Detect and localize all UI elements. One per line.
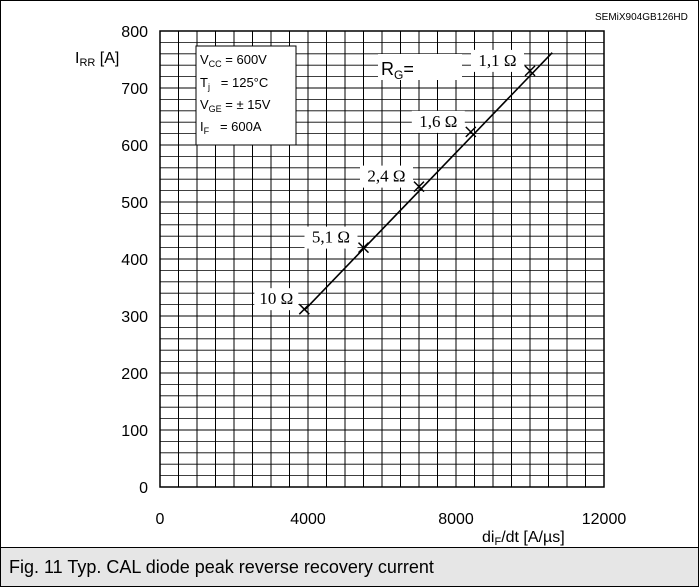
point-marker (413, 181, 425, 193)
x-tick-label: 4000 (290, 511, 326, 528)
point-label-bg (304, 226, 358, 249)
x-tick-label: 8000 (438, 511, 474, 528)
point-label: 10 Ω (259, 289, 293, 308)
part-number: SEMiX904GB126HD (595, 12, 688, 23)
x-tick-label: 0 (156, 511, 165, 528)
point-marker (357, 242, 370, 254)
y-tick-label: 400 (121, 252, 148, 269)
y-tick-label: 200 (121, 366, 148, 383)
point-label-bg (360, 165, 413, 188)
condition-tj: Tj = 125°C (200, 75, 268, 92)
point-marker (298, 303, 310, 315)
y-tick-label: 600 (121, 138, 148, 155)
point-label: 2,4 Ω (367, 167, 405, 186)
condition-vge: VGE = ± 15V (200, 97, 271, 114)
y-tick-label: 100 (121, 423, 148, 440)
rg-header: RG= (381, 59, 414, 82)
series-line (303, 52, 553, 311)
point-label: 1,1 Ω (478, 51, 516, 70)
conditions-box: VCC = 600V Tj = 125°C VGE = ± 15V IF = 6… (195, 45, 297, 146)
point-label: 1,6 Ω (419, 112, 457, 131)
x-axis-label: diF/dt [A/µs] (482, 529, 565, 547)
figure-caption: Fig. 11 Typ. CAL diode peak reverse reco… (1, 547, 698, 586)
point-label-bg (254, 288, 299, 311)
point-label: 5,1 Ω (312, 228, 350, 247)
y-tick-label: 300 (121, 309, 148, 326)
y-tick-label: 700 (121, 81, 148, 98)
point-label-bg (411, 110, 465, 133)
y-tick-label: 0 (139, 480, 148, 497)
y-tick-label: 500 (121, 195, 148, 212)
series-layer (303, 52, 553, 311)
rg-header-bg (378, 54, 462, 80)
condition-vcc: VCC = 600V (200, 52, 267, 69)
plot-area (159, 30, 605, 488)
x-tick-label: 12000 (582, 511, 627, 528)
y-tick-label: 800 (121, 24, 148, 41)
point-layer: 10 Ω 5,1 Ω 2,4 Ω 1,6 Ω 1,1 Ω (254, 49, 536, 315)
condition-if: IF = 600A (200, 119, 262, 136)
y-axis-label: IRR [A] (75, 50, 119, 69)
chart-svg: 0 100 200 300 400 500 600 700 800 0 4000 8000 12000… (75, 12, 688, 547)
y-tick-labels: 0 100 200 300 400 500 600 700 800 (121, 24, 148, 497)
point-marker (524, 65, 536, 77)
point-label-bg (471, 49, 524, 72)
x-tick-labels: 0 4000 8000 12000 (156, 511, 627, 528)
point-marker (465, 126, 477, 138)
